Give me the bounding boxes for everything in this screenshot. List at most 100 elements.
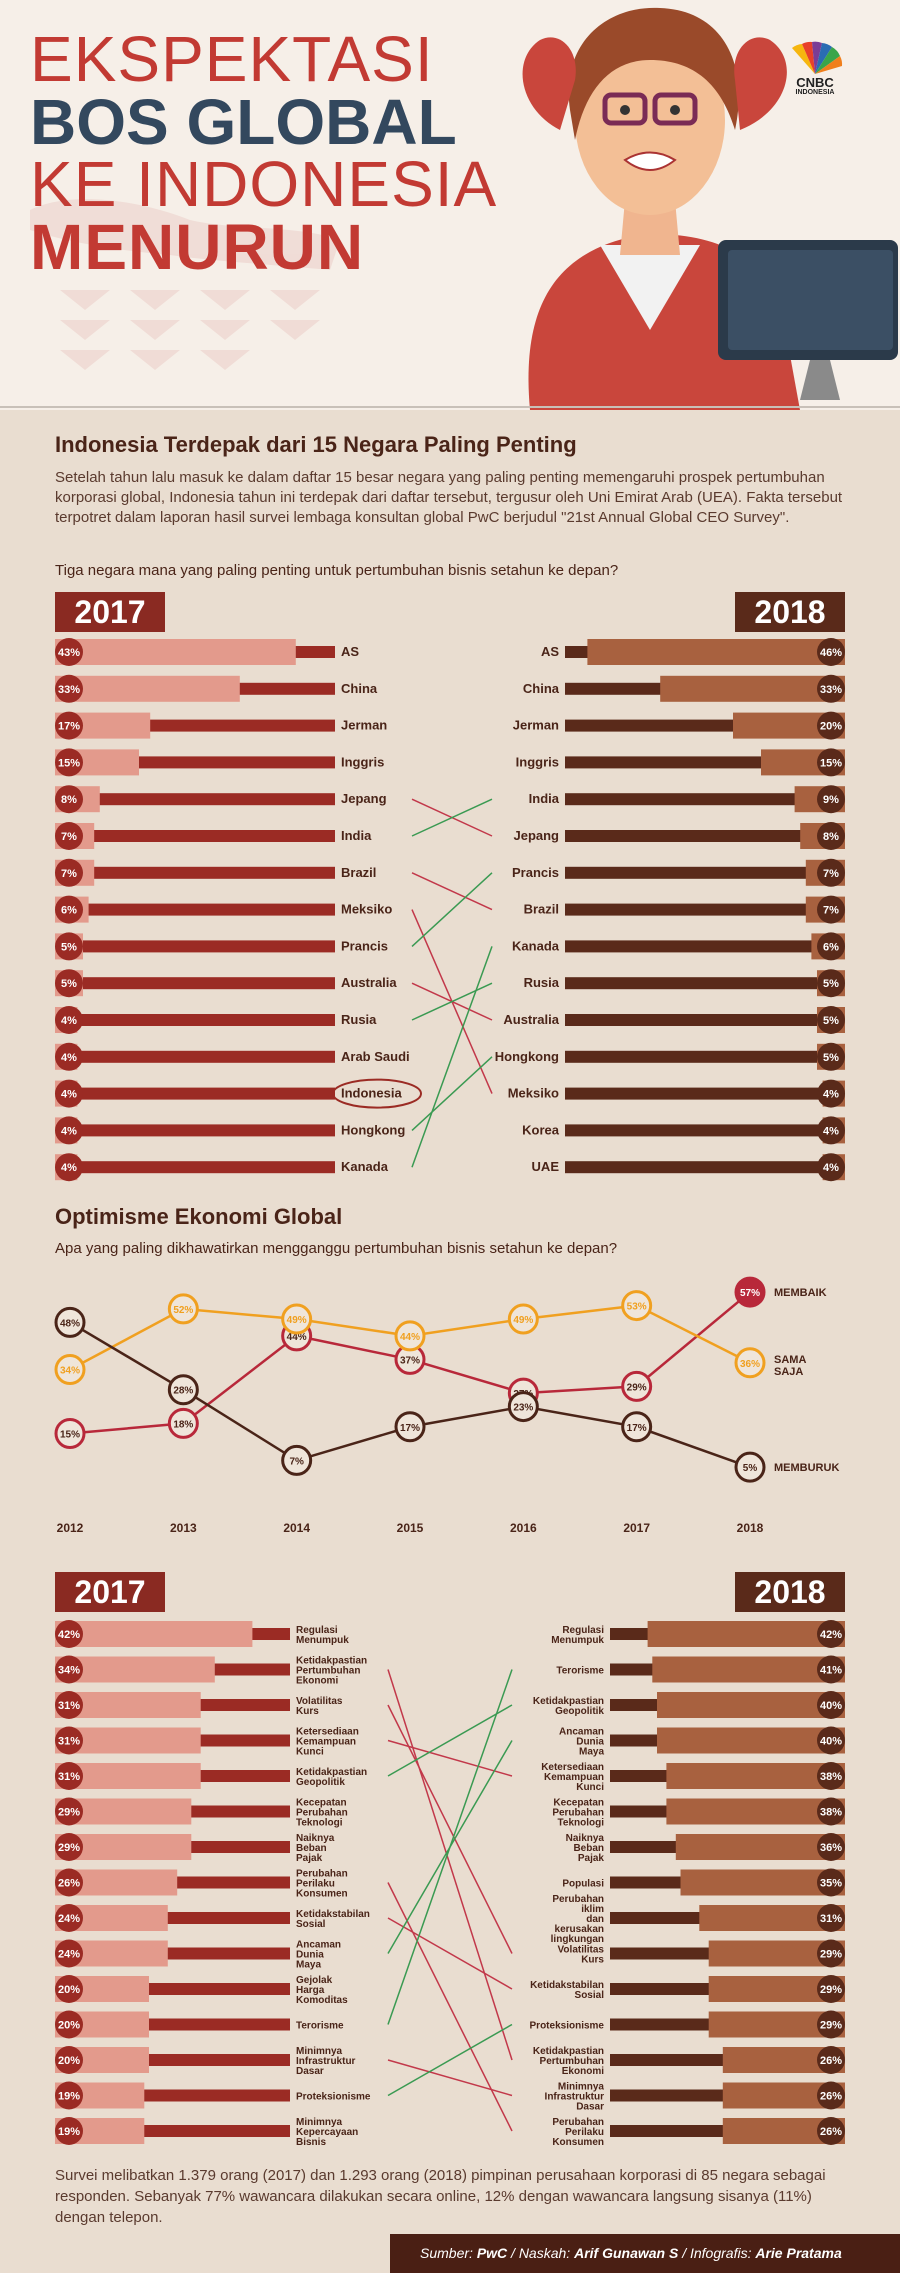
category-label-left: Volatilitas [296,1696,343,1707]
page-title: EKSPEKTASI BOS GLOBAL KE INDONESIA MENUR… [30,27,498,279]
category-label-right: Proteksionisme [530,2021,605,2032]
rank-change-connector [387,1704,513,1777]
rank-change-connector [411,872,493,947]
rank-change-connector [387,1882,513,2132]
category-label-right: lingkungan [551,1934,604,1945]
bar-track-right [565,1050,845,1063]
value-label-left: 26% [58,1878,80,1890]
title-line-3: KE INDONESIA [30,148,498,221]
data-label: 7% [289,1456,304,1467]
bar-track-right [565,793,845,806]
category-label-left: Brazil [341,865,376,880]
value-badge-right [817,822,845,850]
value-label-right: 35% [820,1878,842,1890]
category-label-left: Bisnis [296,2137,326,2148]
category-label-right: Australia [503,1012,559,1027]
data-label: 34% [60,1366,80,1377]
value-label-left: 8% [61,794,77,806]
value-label-left: 33% [58,684,80,696]
x-tick-label: 2014 [283,1521,310,1535]
bar-track-left [55,1161,335,1174]
category-label-right: dan [586,1914,604,1925]
data-point [507,1303,539,1335]
bar-right [666,1798,845,1825]
category-label-right: Volatilitas [558,1945,605,1956]
category-label-left: Meksiko [341,902,392,917]
bar-left [55,639,296,665]
data-point [734,1276,766,1308]
value-label-right: 31% [820,1913,842,1925]
logo-subtext: INDONESIA [795,89,835,96]
category-label-left: Jerman [341,718,387,733]
category-label-right: Infrastruktur [545,2092,605,2103]
category-label-right: Prancis [512,865,559,880]
value-badge-right [817,1939,845,1968]
value-badge-left [55,1006,83,1034]
value-label-right: 26% [820,2091,842,2103]
bar-track-left [55,1087,335,1100]
category-label-left: Hongkong [341,1122,405,1137]
category-label-right: AS [541,644,559,659]
category-label-right: Kunci [576,1782,604,1793]
value-label-right: 7% [823,905,839,917]
category-label-right: Ketersediaan [541,1762,604,1773]
category-label-left: Australia [341,975,397,990]
data-point [54,1418,86,1449]
value-label-right: 5% [823,978,839,990]
bar-track-right [565,1124,845,1137]
cnbc-logo: CNBC INDONESIA [780,40,850,100]
value-badge-left [55,1042,83,1071]
value-badge-left [55,1655,83,1684]
category-label-right: Geopolitik [555,1706,604,1717]
category-label-left: Ketidakpastian [296,1767,367,1778]
intro-paragraph: Setelah tahun lalu masuk ke dalam daftar… [55,469,843,526]
category-label-right: Terorisme [556,1666,604,1677]
designer-name: Arie Pratama [755,2245,842,2261]
value-badge-left [55,2081,83,2110]
value-label-right: 33% [820,684,842,696]
category-label-right: UAE [532,1159,560,1174]
section-title-countries: Indonesia Terdepak dari 15 Negara Paling… [55,432,577,457]
category-label-right: Konsumen [552,2137,604,2148]
value-badge-right [817,1042,845,1071]
value-badge-right [817,1904,845,1932]
value-label-right: 4% [823,1162,839,1174]
category-label-right: Pajak [578,1853,605,1864]
category-label-left: Teknologi [296,1818,343,1829]
value-badge-left [55,2046,83,2074]
data-label: 18% [173,1419,193,1430]
data-point [54,1306,86,1338]
category-label-right: Kemampuan [544,1772,604,1783]
value-badge-right [817,1833,845,1861]
data-point [621,1370,653,1402]
category-label-left: Minimnya [296,2117,343,2128]
category-label-left: Perubahan [296,1808,348,1819]
category-label-right: Minimnya [558,2082,605,2093]
category-label-right: Sosial [575,1990,605,2001]
data-point [621,1290,653,1322]
category-label-left: Ketidakpastian [296,1656,367,1667]
x-tick-label: 2015 [397,1521,424,1535]
bar-track-left [55,940,335,953]
x-tick-label: 2013 [170,1521,197,1535]
category-label-left: Ekonomi [296,1676,338,1687]
source-bar: Sumber: PwC / Naskah: Arif Gunawan S / I… [390,2234,900,2273]
threats-chart: 42% RegulasiMenumpuk34%KetidakpastianPert… [55,1620,845,2148]
value-label-right: 8% [823,831,839,843]
data-point [167,1407,199,1439]
bar-track-left [55,866,335,879]
value-badge-left [55,1079,83,1108]
writer-label: / Naskah: [507,2245,575,2261]
category-label-left: Dasar [296,2066,324,2077]
category-label-right: Beban [573,1843,604,1854]
value-badge-right [817,1691,845,1719]
value-label-left: 34% [58,1665,80,1677]
value-badge-right [817,1868,845,1897]
value-label-left: 5% [61,978,77,990]
bar-track-right [565,1161,845,1174]
value-label-left: 24% [58,1949,80,1961]
bar-track-left [55,830,335,842]
value-label-right: 4% [823,1089,839,1101]
category-label-left: AS [341,644,359,659]
value-badge-right [817,1975,845,2003]
